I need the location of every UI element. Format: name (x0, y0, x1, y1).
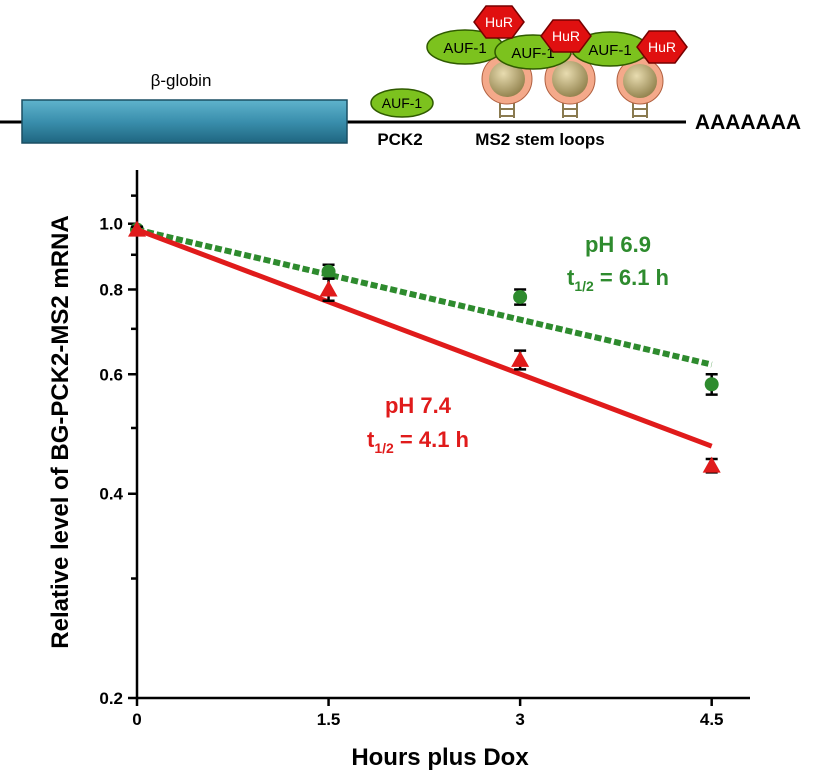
annotation-halflife: t1/2 = 6.1 h (567, 265, 669, 294)
pck2-label: PCK2 (377, 130, 422, 149)
hur (473, 5, 525, 39)
halflife-symbol: t (367, 427, 375, 452)
halflife-symbol: t (567, 265, 575, 290)
hur-label: HuR (648, 39, 676, 55)
data-point (128, 220, 146, 237)
x-axis-title: Hours plus Dox (351, 744, 529, 771)
ms2-core (552, 61, 588, 97)
data-point (321, 264, 336, 279)
hur (636, 30, 688, 64)
annotation-halflife: t1/2 = 4.1 h (367, 427, 469, 456)
y-axis-title: Relative level of BG-PCK2-MS2 mRNA (47, 215, 74, 648)
y-tick-label: 0.4 (99, 485, 123, 504)
auf1-label: AUF-1 (382, 95, 423, 111)
x-tick-label: 4.5 (700, 710, 724, 729)
data-point (319, 280, 338, 297)
diagram: β-globin AUF-1 PCK2 MS2 stem loops AAAAA… (0, 5, 801, 149)
globin-box (21, 99, 348, 144)
fit-line (136, 226, 713, 368)
data-point (513, 289, 528, 304)
halflife-value: = 6.1 h (594, 265, 669, 290)
hur (540, 19, 592, 53)
auf1-label: AUF-1 (443, 40, 486, 57)
auf1 (370, 88, 434, 118)
hur-label: HuR (552, 28, 580, 44)
hur-label: HuR (485, 14, 513, 30)
x-tick-label: 0 (132, 710, 141, 729)
data-point (511, 350, 530, 367)
annotation-title: pH 6.9 (585, 232, 651, 257)
gene-label: β-globin (151, 71, 212, 90)
halflife-subscript: 1/2 (374, 440, 394, 456)
fit-line (136, 227, 713, 449)
data-point (704, 377, 719, 392)
ms2-core (489, 61, 525, 97)
y-tick-label: 0.2 (99, 689, 123, 708)
halflife-subscript: 1/2 (574, 278, 594, 294)
ms2-core (623, 64, 657, 98)
y-tick-label: 1.0 (99, 215, 123, 234)
auf1-label: AUF-1 (588, 42, 631, 59)
data-point (702, 456, 721, 473)
auf1-label: AUF-1 (511, 45, 554, 62)
polya-label: AAAAAAA (695, 111, 801, 134)
annotation-title: pH 7.4 (385, 393, 452, 418)
x-tick-label: 1.5 (317, 710, 341, 729)
y-tick-label: 0.8 (99, 280, 123, 299)
stem-loops-label: MS2 stem loops (475, 130, 604, 149)
x-tick-label: 3 (515, 710, 524, 729)
halflife-value: = 4.1 h (394, 427, 469, 452)
y-tick-label: 0.6 (99, 365, 123, 384)
